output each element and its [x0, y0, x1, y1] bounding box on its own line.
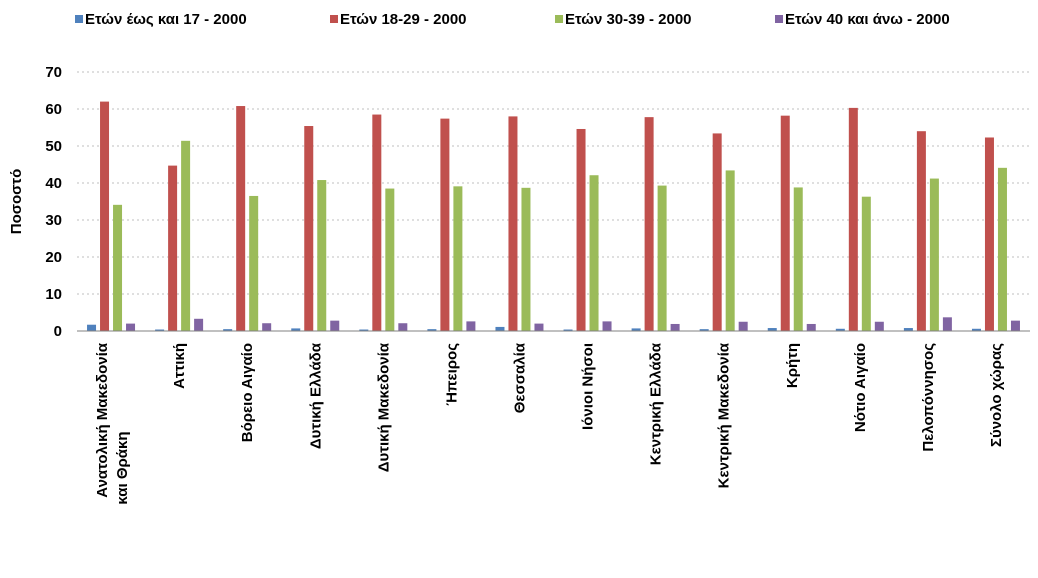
bar [155, 329, 165, 331]
bar [194, 318, 204, 331]
bar [997, 167, 1007, 331]
x-axis-categories: Ανατολική Μακεδονία και Θράκη Αττική Βόρειο… [94, 342, 1005, 504]
y-tick-label: 20 [45, 249, 62, 266]
bar [113, 204, 123, 331]
bar [835, 328, 845, 331]
bar [100, 101, 110, 331]
x-category-label-line: και Θράκη [114, 431, 131, 504]
bar [359, 329, 369, 331]
bar [291, 328, 301, 331]
bar [738, 321, 748, 331]
x-category-label: Νότιο Αιγαίο [852, 343, 869, 432]
y-tick-label: 40 [45, 175, 62, 192]
x-category-label: Ήπειρος [443, 343, 460, 406]
bar [780, 115, 790, 331]
bar [793, 187, 803, 331]
bar [631, 328, 641, 331]
bar [440, 118, 450, 332]
bar [848, 107, 858, 331]
y-axis-ticks: 0 10 20 30 40 50 60 70 [45, 64, 62, 340]
bar [984, 137, 994, 331]
x-category-label: Σύνολο χώρας [988, 343, 1005, 447]
x-category-label: Κρήτη [784, 343, 801, 388]
bar [576, 128, 586, 331]
legend-item: Ετών 30-39 - 2000 [555, 11, 692, 28]
bar [126, 323, 136, 331]
x-category-label: Βόρειο Αιγαίο [239, 343, 256, 442]
bar [534, 323, 544, 331]
bar [929, 178, 939, 331]
bar [903, 328, 913, 331]
bar [602, 321, 612, 331]
bar [87, 324, 97, 331]
y-tick-label: 10 [45, 286, 62, 303]
bar [657, 185, 667, 331]
x-category-label: Δυτική Ελλάδα [307, 342, 324, 449]
x-category-label: Θεσσαλία [511, 342, 528, 413]
bar [466, 321, 476, 331]
bar [317, 180, 327, 331]
bar [644, 117, 654, 331]
legend-item: Ετών 18-29 - 2000 [330, 11, 467, 28]
x-category-label: Αττική [171, 343, 188, 389]
bar [861, 196, 871, 331]
bar [181, 140, 191, 331]
bar [236, 106, 246, 331]
bar [725, 170, 735, 331]
bar [249, 195, 259, 331]
legend-label: Ετών έως και 17 - 2000 [85, 11, 247, 28]
bar [385, 188, 395, 331]
bar [168, 165, 178, 331]
y-tick-label: 70 [45, 64, 62, 81]
legend-item: Ετών έως και 17 - 2000 [75, 11, 247, 28]
bar [262, 323, 272, 331]
y-tick-label: 60 [45, 101, 62, 118]
bar [330, 320, 340, 331]
legend-swatch [330, 15, 338, 23]
bar [304, 126, 314, 332]
bars [87, 101, 1020, 332]
bar [874, 321, 884, 331]
bar [699, 329, 709, 331]
bar [495, 326, 505, 331]
y-axis-title: Ποσοστό [8, 169, 25, 235]
bar [427, 329, 437, 331]
legend-item: Ετών 40 και άνω - 2000 [775, 11, 950, 28]
bar [563, 329, 573, 331]
bar [670, 323, 680, 331]
bar [942, 317, 952, 331]
legend-swatch [775, 15, 783, 23]
y-tick-label: 0 [54, 323, 62, 340]
bar [589, 175, 599, 331]
x-category-label: Πελοπόννησος [920, 343, 937, 452]
y-tick-label: 30 [45, 212, 62, 229]
x-category-label: Ανατολική Μακεδονία και Θράκη [94, 342, 131, 504]
bar [223, 329, 233, 331]
gridlines [77, 71, 1030, 295]
bar [767, 328, 777, 331]
bar [521, 187, 531, 331]
bar [806, 323, 816, 331]
legend-label: Ετών 40 και άνω - 2000 [785, 11, 950, 28]
bar [508, 116, 518, 332]
legend-label: Ετών 18-29 - 2000 [340, 11, 467, 28]
x-category-label: Ιόνιοι Νήσοι [580, 343, 597, 430]
legend-swatch [75, 15, 83, 23]
legend: Ετών έως και 17 - 2000 Ετών 18-29 - 2000 Ε… [75, 11, 950, 28]
x-category-label: Δυτική Μακεδονία [375, 342, 392, 472]
bar [372, 114, 382, 331]
bar [453, 186, 463, 331]
bar [916, 131, 926, 331]
x-category-label: Κεντρική Μακεδονία [716, 342, 733, 488]
legend-swatch [555, 15, 563, 23]
bar [1010, 320, 1020, 331]
bar [398, 323, 408, 331]
bar [712, 133, 722, 331]
x-category-label-line: Ανατολική Μακεδονία [94, 342, 111, 497]
bar [971, 328, 981, 331]
x-category-label: Κεντρική Ελλάδα [648, 342, 665, 465]
legend-label: Ετών 30-39 - 2000 [565, 11, 692, 28]
y-tick-label: 50 [45, 138, 62, 155]
